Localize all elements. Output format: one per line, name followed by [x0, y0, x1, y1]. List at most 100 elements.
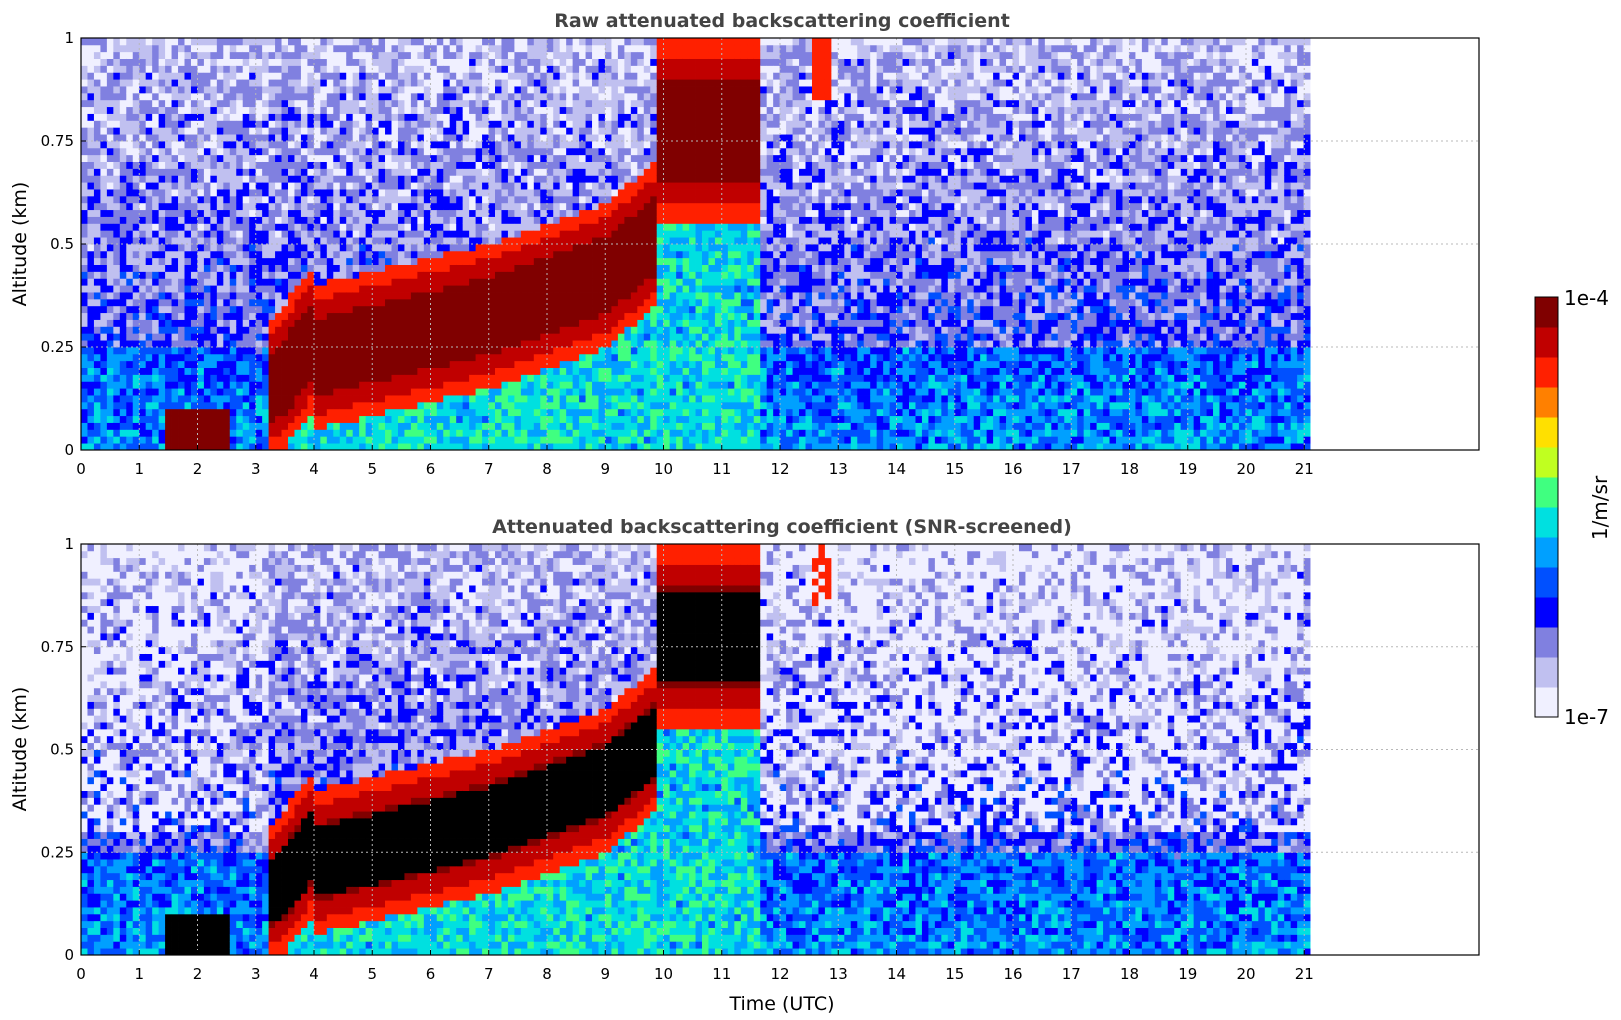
- heatmap-cell: [489, 107, 496, 114]
- heatmap-cell: [521, 134, 528, 141]
- heatmap-cell: [113, 381, 120, 388]
- heatmap-cell: [165, 278, 172, 285]
- heatmap-cell: [288, 162, 295, 169]
- heatmap-cell: [398, 114, 405, 121]
- heatmap-cell: [495, 292, 502, 299]
- heatmap-cell: [385, 210, 392, 217]
- heatmap-cell: [508, 86, 515, 93]
- heatmap-cell: [489, 429, 496, 436]
- heatmap-cell: [236, 381, 243, 388]
- heatmap-cell: [463, 72, 470, 79]
- heatmap-cell: [327, 381, 334, 388]
- heatmap-cell: [288, 368, 295, 375]
- heatmap-cell: [113, 203, 120, 210]
- heatmap-cell: [592, 361, 599, 368]
- heatmap-cell: [450, 361, 457, 368]
- heatmap-cell: [501, 230, 508, 237]
- heatmap-cell: [333, 326, 340, 333]
- heatmap-cell: [501, 182, 508, 189]
- heatmap-cell: [262, 347, 269, 354]
- heatmap-cell: [87, 409, 94, 416]
- heatmap-cell: [476, 429, 483, 436]
- heatmap-cell: [236, 443, 243, 450]
- heatmap-cell: [411, 182, 418, 189]
- heatmap-cell: [540, 155, 547, 162]
- heatmap-cell: [204, 292, 211, 299]
- heatmap-cell: [398, 402, 405, 409]
- heatmap-cell: [560, 141, 567, 148]
- heatmap-cell: [611, 223, 618, 230]
- heatmap-cell: [469, 217, 476, 224]
- heatmap-cell: [560, 189, 567, 196]
- heatmap-cell: [197, 285, 204, 292]
- heatmap-cell: [288, 38, 295, 45]
- heatmap-cell: [223, 354, 230, 361]
- heatmap-cell: [139, 141, 146, 148]
- heatmap-cell: [521, 443, 528, 450]
- heatmap-cell: [424, 196, 431, 203]
- heatmap-cell: [282, 265, 289, 272]
- heatmap-cell: [514, 271, 521, 278]
- heatmap-cell: [185, 114, 192, 121]
- heatmap-cell: [611, 402, 618, 409]
- heatmap-cell: [126, 114, 133, 121]
- heatmap-cell: [476, 148, 483, 155]
- heatmap-cell: [314, 292, 321, 299]
- heatmap-cell: [424, 368, 431, 375]
- heatmap-cell: [327, 203, 334, 210]
- heatmap-cell: [547, 416, 554, 423]
- heatmap-cell: [256, 196, 263, 203]
- heatmap-cell: [243, 107, 250, 114]
- heatmap-cell: [282, 292, 289, 299]
- heatmap-cell: [366, 203, 373, 210]
- heatmap-cell: [282, 223, 289, 230]
- heatmap-cell: [314, 368, 321, 375]
- heatmap-cell: [301, 127, 308, 134]
- heatmap-cell: [243, 52, 250, 59]
- heatmap-cell: [489, 416, 496, 423]
- heatmap-cell: [133, 409, 140, 416]
- heatmap-cell: [527, 217, 534, 224]
- heatmap-cell: [107, 38, 114, 45]
- heatmap-cell: [385, 148, 392, 155]
- heatmap-cell: [340, 237, 347, 244]
- heatmap-cell: [527, 203, 534, 210]
- heatmap-cell: [139, 203, 146, 210]
- heatmap-cell: [243, 175, 250, 182]
- heatmap-cell: [417, 148, 424, 155]
- heatmap-cell: [385, 374, 392, 381]
- heatmap-cell: [333, 333, 340, 340]
- heatmap-cell: [611, 320, 618, 327]
- heatmap-cell: [262, 155, 269, 162]
- heatmap-cell: [275, 52, 282, 59]
- heatmap-cell: [204, 162, 211, 169]
- heatmap-cell: [120, 189, 127, 196]
- heatmap-cell: [573, 265, 580, 272]
- heatmap-cell: [178, 155, 185, 162]
- heatmap-cell: [599, 333, 606, 340]
- heatmap-cell: [217, 86, 224, 93]
- heatmap-cell: [346, 120, 353, 127]
- heatmap-cell: [521, 244, 528, 251]
- heatmap-cell: [191, 443, 198, 450]
- heatmap-cell: [217, 100, 224, 107]
- heatmap-cell: [599, 107, 606, 114]
- heatmap-cell: [256, 189, 263, 196]
- heatmap-cell: [107, 168, 114, 175]
- heatmap-cell: [430, 79, 437, 86]
- heatmap-cell: [611, 72, 618, 79]
- heatmap-cell: [340, 107, 347, 114]
- heatmap-cell: [527, 299, 534, 306]
- heatmap-cell: [463, 361, 470, 368]
- heatmap-cell: [94, 416, 101, 423]
- heatmap-cell: [210, 381, 217, 388]
- heatmap-cell: [165, 285, 172, 292]
- heatmap-cell: [359, 374, 366, 381]
- heatmap-cell: [476, 299, 483, 306]
- heatmap-cell: [81, 388, 88, 395]
- heatmap-cell: [353, 320, 360, 327]
- heatmap-cell: [540, 423, 547, 430]
- heatmap-cell: [586, 196, 593, 203]
- heatmap-cell: [126, 45, 133, 52]
- heatmap-cell: [501, 155, 508, 162]
